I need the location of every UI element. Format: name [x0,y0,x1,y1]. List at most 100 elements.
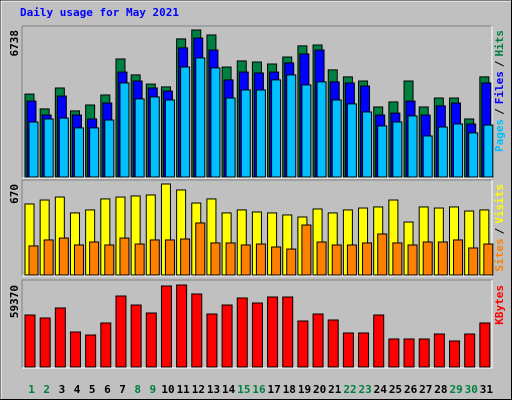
bar [362,111,373,178]
bar [407,115,418,178]
bar [89,127,100,178]
bar [255,243,266,276]
legend-entry: Pages [493,119,506,152]
bar [58,237,69,276]
bar [422,241,433,276]
x-tick-label: 12 [192,383,205,396]
bar [119,237,130,276]
bar [85,334,97,368]
bar [301,84,312,178]
bar [437,241,448,276]
x-tick-label: 14 [222,383,236,396]
bar [39,317,51,368]
x-tick-label: 16 [252,383,266,396]
bar [453,239,464,276]
plot-bevel [22,180,493,277]
x-tick-label: 17 [268,383,281,396]
bar [301,224,312,276]
bar [54,307,66,368]
legend-entry: Hits [493,30,506,57]
bar [89,241,100,276]
x-tick-label: 10 [161,383,174,396]
x-tick-label: 13 [207,383,220,396]
bar [149,96,160,178]
bar [286,74,297,178]
bar [160,285,172,368]
bar [483,124,494,178]
bar [69,331,81,368]
bar [104,119,115,178]
x-tick-label: 1 [28,383,35,396]
y-tick-label: 670 [8,184,21,204]
x-tick-label: 24 [374,383,388,396]
x-tick-label: 29 [449,383,462,396]
bar [134,98,145,178]
bar [206,313,218,368]
bar [100,322,112,368]
bar [422,135,433,178]
bar [119,82,130,178]
x-tick-label: 5 [89,383,96,396]
x-tick-label: 19 [298,383,311,396]
bar [449,340,461,368]
plot-bevel [22,280,493,369]
legend: KBytes [493,285,506,325]
bar [327,319,339,368]
y-tick-label: 6738 [8,30,21,57]
x-tick-label: 22 [343,383,356,396]
bar [251,302,263,368]
bar [28,121,39,178]
bar [58,117,69,178]
bar [297,320,309,368]
legend-entry: Visits [493,184,506,224]
x-tick-label: 3 [59,383,66,396]
bar [210,67,221,178]
bar [433,333,445,368]
bar [316,81,327,178]
bar [316,241,327,276]
bar [240,89,251,178]
bar [271,79,282,178]
bar [43,118,54,178]
bar [149,239,160,276]
bar [373,314,385,368]
bar [392,242,403,276]
bar [403,338,415,368]
bar [24,314,36,368]
x-tick-label: 2 [43,383,50,396]
x-tick-label: 15 [237,383,250,396]
bar [331,99,342,178]
bar [176,284,188,368]
bar [468,247,479,276]
x-tick-label: 7 [119,383,126,396]
legend-separator: / [493,108,506,115]
bar [134,243,145,276]
bar [331,244,342,276]
bar [346,103,357,178]
bar [437,126,448,178]
bar [195,222,206,276]
bar [73,244,84,276]
bar [104,244,115,276]
chart-title: Daily usage for May 2021 [20,6,179,19]
x-tick-label: 18 [283,383,296,396]
bar [342,332,354,368]
bar [453,123,464,178]
bar [236,297,248,368]
bar [115,295,127,368]
bar [312,313,324,368]
x-tick-label: 30 [465,383,478,396]
bar [346,244,357,276]
legend: Sites / Visits [493,184,506,272]
bar [130,304,142,368]
bar [28,245,39,276]
legend-separator: / [493,227,506,234]
x-tick-label: 26 [404,383,418,396]
x-tick-label: 31 [480,383,494,396]
legend-entry: KBytes [493,285,506,325]
bar [195,57,206,178]
bar [73,127,84,178]
bar [145,312,157,368]
bar [362,242,373,276]
